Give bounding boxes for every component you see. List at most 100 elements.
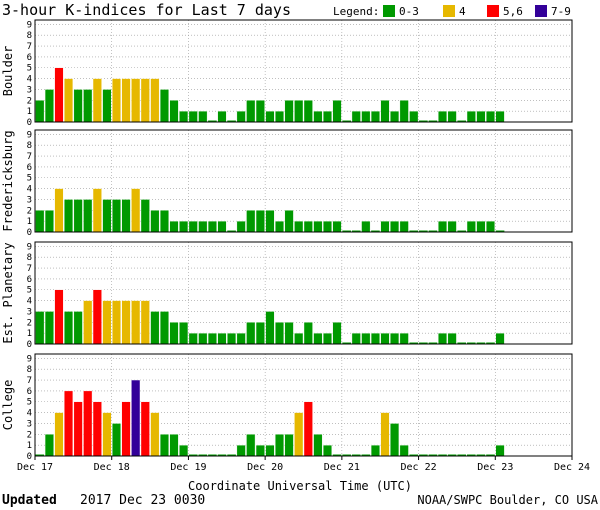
bar <box>351 230 361 232</box>
panel-border <box>34 241 573 345</box>
bar <box>476 110 486 123</box>
bar <box>265 110 275 123</box>
legend-label-3: 7-9 <box>551 5 571 18</box>
bar <box>188 110 198 123</box>
y-tick-label: 6 <box>27 53 32 63</box>
bar <box>73 199 83 233</box>
y-tick-label: 5 <box>27 398 32 408</box>
x-tick-label: Dec 20 <box>247 462 283 473</box>
legend-swatch-0 <box>383 5 395 17</box>
y-tick-label: 7 <box>27 264 32 274</box>
y-tick-label: 0 <box>27 452 32 462</box>
y-tick-label: 3 <box>27 419 32 429</box>
x-tick-label: Dec 21 <box>324 462 360 473</box>
panel-label: Est. Planetary <box>1 242 15 343</box>
legend-label-0: 0-3 <box>399 5 419 18</box>
bar <box>83 390 93 457</box>
bar <box>275 220 285 233</box>
bar <box>495 230 505 232</box>
panel-border <box>34 129 573 233</box>
y-tick-label: 6 <box>27 387 32 397</box>
y-tick-label: 9 <box>27 354 32 364</box>
bar <box>294 220 304 233</box>
x-tick-label: Dec 23 <box>477 462 513 473</box>
bar <box>419 120 428 122</box>
bar <box>284 210 294 233</box>
bar <box>131 300 141 345</box>
bar <box>64 199 74 233</box>
bar <box>217 454 227 456</box>
y-tick-label: 5 <box>27 174 32 184</box>
bar <box>428 454 438 456</box>
bar <box>466 110 476 123</box>
y-tick-label: 4 <box>27 409 32 419</box>
bar <box>294 100 304 123</box>
bar <box>438 454 447 456</box>
bar <box>428 342 438 344</box>
bar <box>457 454 467 456</box>
bar <box>44 210 54 233</box>
y-tick-label: 5 <box>27 64 32 74</box>
bar <box>64 311 74 345</box>
legend-label-2: 5,6 <box>503 5 523 18</box>
bar <box>438 110 448 123</box>
bar <box>121 401 131 457</box>
bar <box>64 78 74 123</box>
bar <box>380 220 390 233</box>
bar <box>140 199 150 233</box>
bar <box>44 89 54 123</box>
y-tick-label: 0 <box>27 340 32 350</box>
bar <box>313 434 323 457</box>
bar <box>44 311 54 345</box>
updated-value: 2017 Dec 23 0030 <box>80 493 205 508</box>
panel-border <box>34 353 573 457</box>
bar <box>380 412 390 457</box>
bar <box>342 454 351 456</box>
y-tick-label: 9 <box>27 20 32 30</box>
bar <box>217 110 227 123</box>
bar <box>495 110 505 123</box>
bar <box>217 220 227 233</box>
y-tick-label: 7 <box>27 376 32 386</box>
bar <box>121 78 131 123</box>
bar <box>322 220 332 233</box>
bar <box>313 220 323 233</box>
x-tick-label: Dec 22 <box>401 462 437 473</box>
bar <box>371 230 380 232</box>
bar <box>399 220 409 233</box>
bar <box>73 89 83 123</box>
x-tick-label: Dec 24 <box>554 462 590 473</box>
bar <box>169 220 179 233</box>
bar <box>495 332 505 345</box>
y-tick-label: 2 <box>27 318 32 328</box>
y-tick-label: 9 <box>27 130 32 140</box>
bar <box>265 444 275 457</box>
bar <box>121 300 131 345</box>
bar <box>467 454 476 456</box>
bar <box>150 78 160 123</box>
bar <box>275 322 285 345</box>
bar <box>236 444 246 457</box>
bar <box>227 230 236 232</box>
bar <box>313 110 323 123</box>
y-tick-label: 6 <box>27 275 32 285</box>
bar <box>361 110 371 123</box>
y-tick-label: 7 <box>27 42 32 52</box>
bar <box>198 332 208 345</box>
panel-label: Boulder <box>1 46 15 97</box>
bar <box>150 412 160 457</box>
bar <box>476 342 486 344</box>
bar <box>188 332 198 345</box>
x-axis-label: Coordinate Universal Time (UTC) <box>188 479 412 493</box>
bar <box>380 332 390 345</box>
bar <box>169 322 179 345</box>
bar <box>236 332 246 345</box>
bar <box>303 322 313 345</box>
panel-border <box>34 19 573 123</box>
bar <box>390 332 400 345</box>
bar <box>54 188 64 233</box>
y-tick-label: 1 <box>27 107 32 117</box>
bar <box>159 89 169 123</box>
